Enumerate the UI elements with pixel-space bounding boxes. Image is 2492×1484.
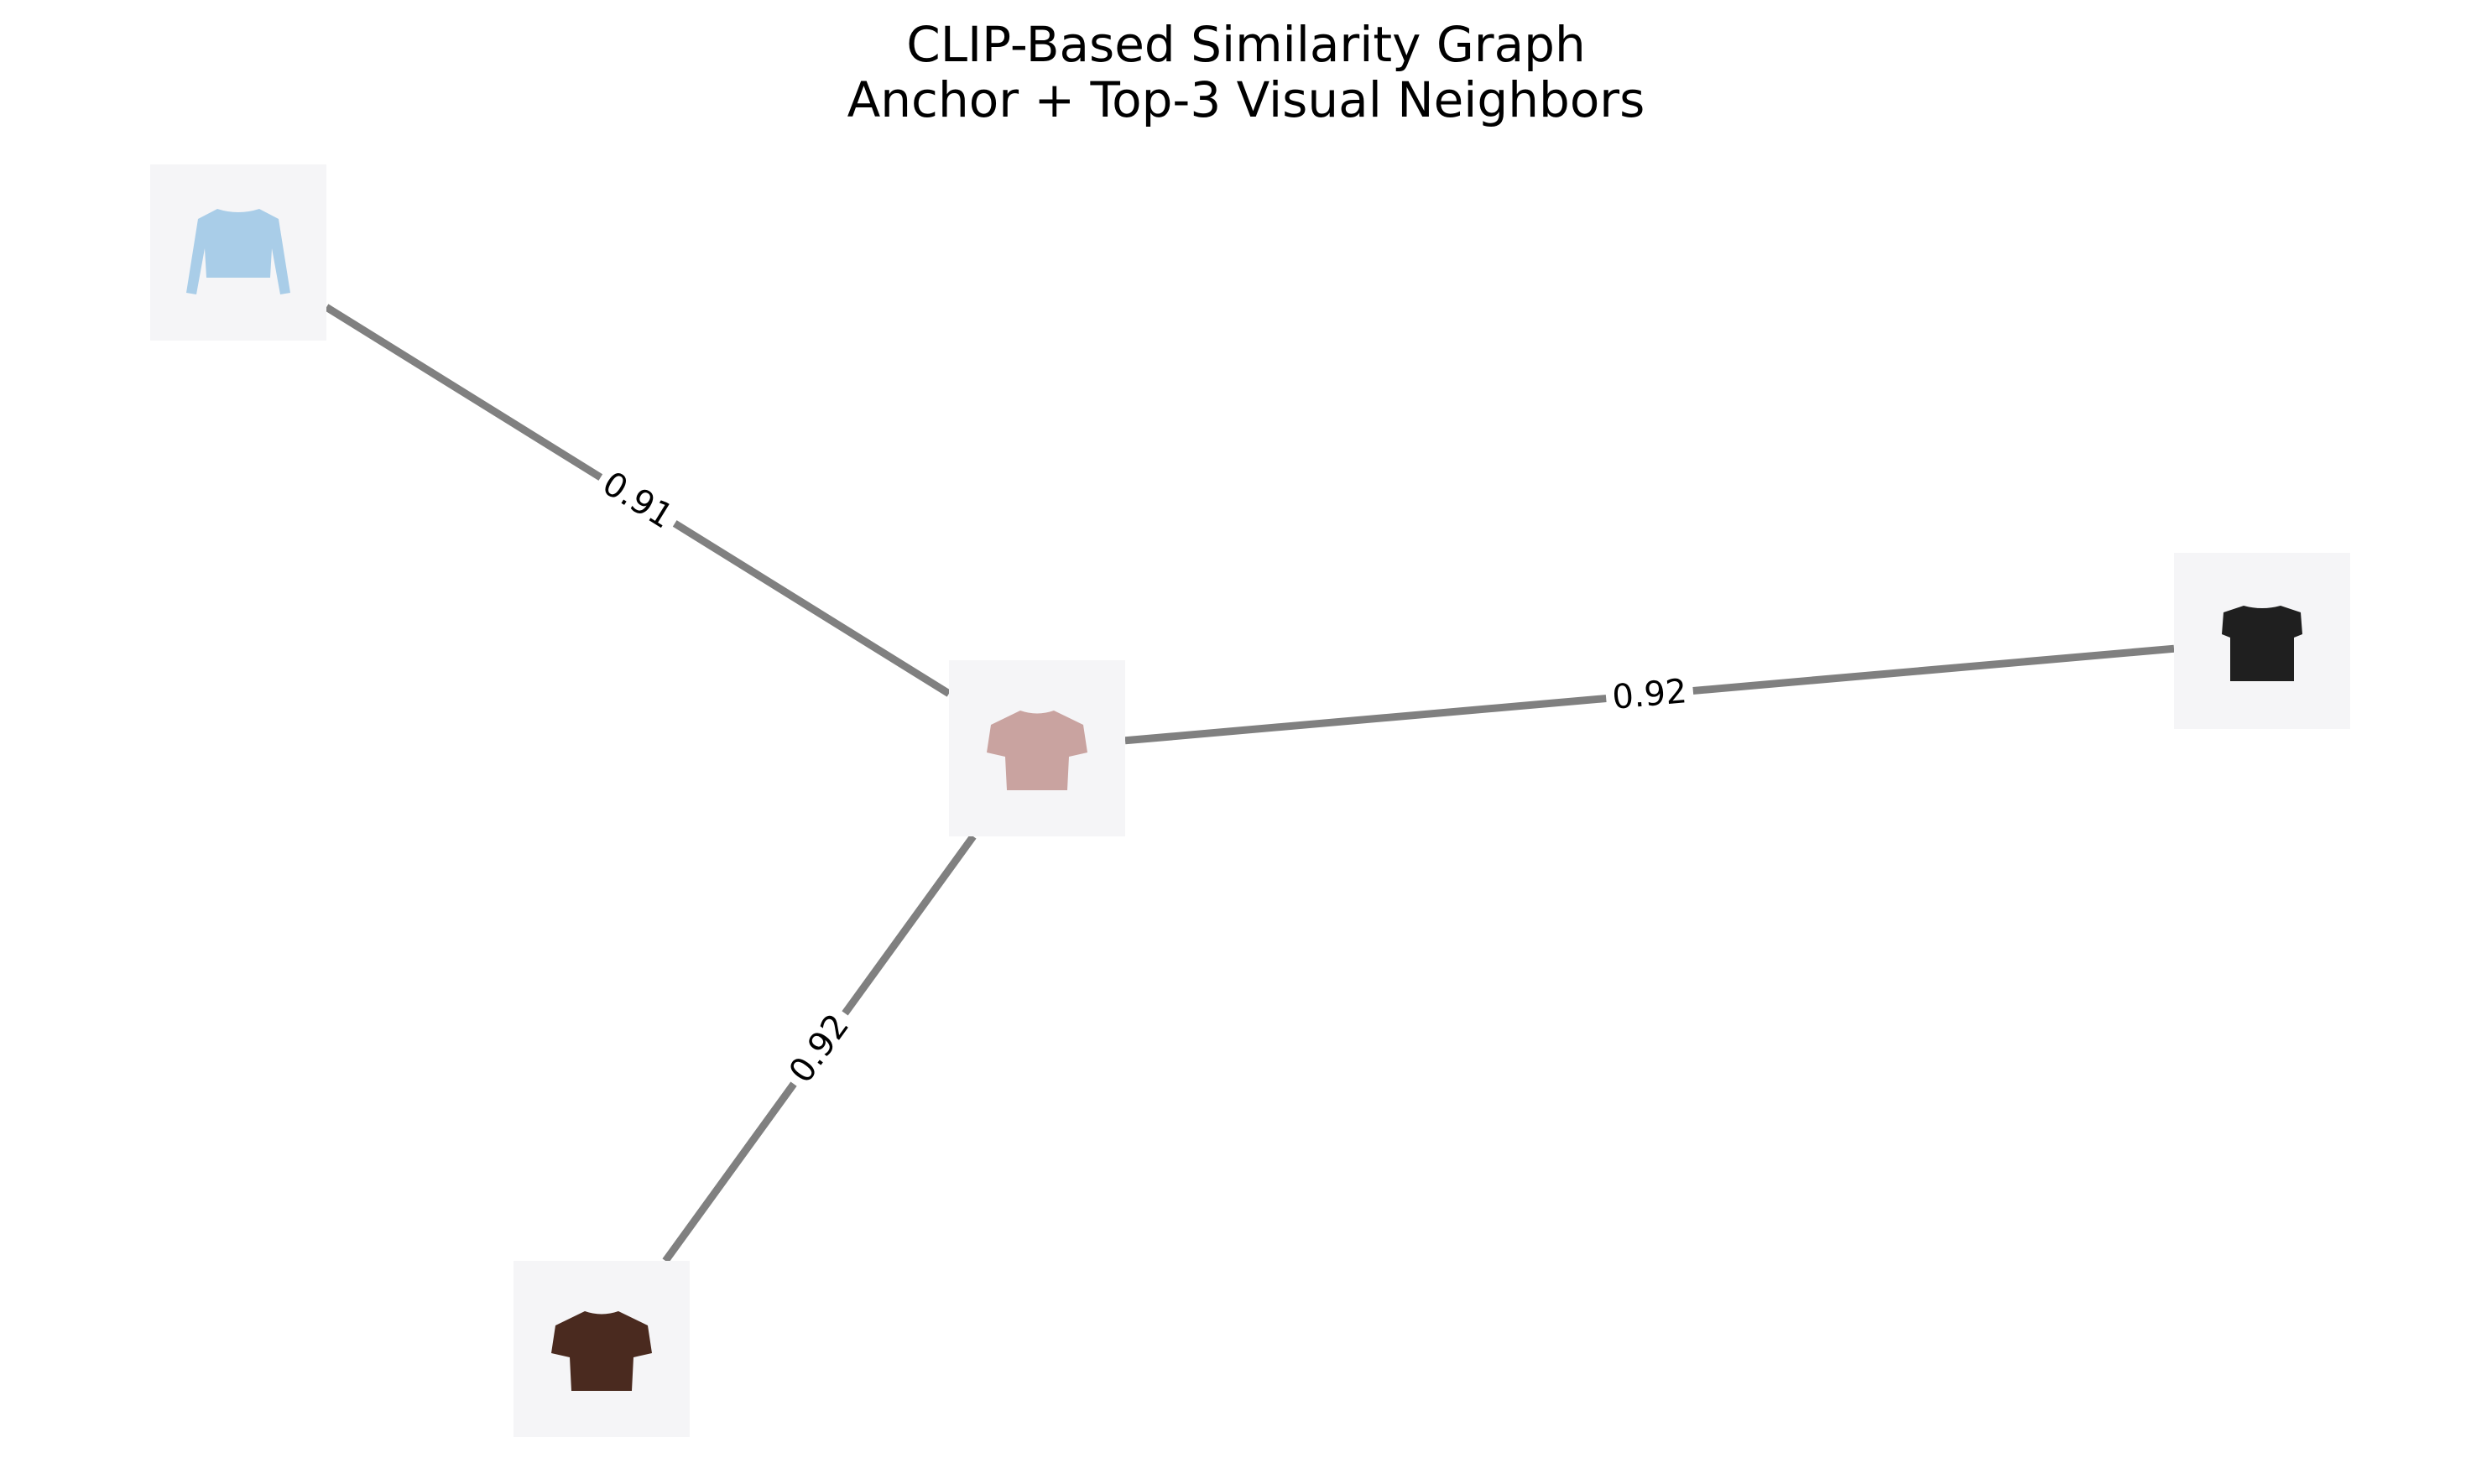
node-anchor — [949, 660, 1125, 836]
edge-label-background — [1603, 667, 1696, 722]
edge-label-background — [774, 999, 864, 1098]
edge-similarity-label: 0.91 — [588, 457, 687, 544]
figure-title-line-2: Anchor + Top-3 Visual Neighbors — [847, 71, 1645, 128]
black-cap-sleeve-top-icon — [2222, 606, 2302, 681]
edge-label-background — [588, 457, 687, 544]
figure-title-line-1: CLIP-Based Similarity Graph — [906, 16, 1586, 73]
edge-similarity-label: 0.92 — [1603, 667, 1696, 722]
edge-neighbor-black: 0.92 — [1124, 644, 2175, 745]
node-neighbor-black — [2174, 553, 2350, 729]
edge-neighbor-blue: 0.91 — [324, 304, 951, 697]
edges-layer: 0.91 0.92 0.92 — [324, 304, 2175, 1263]
edge-similarity-label: 0.92 — [774, 999, 864, 1098]
edge-similarity-value: 0.92 — [1611, 672, 1689, 717]
node-neighbor-blue — [150, 164, 326, 341]
nodes-layer — [150, 164, 2350, 1437]
node-neighbor-brown — [514, 1261, 690, 1437]
edge-neighbor-brown: 0.92 — [662, 834, 977, 1263]
